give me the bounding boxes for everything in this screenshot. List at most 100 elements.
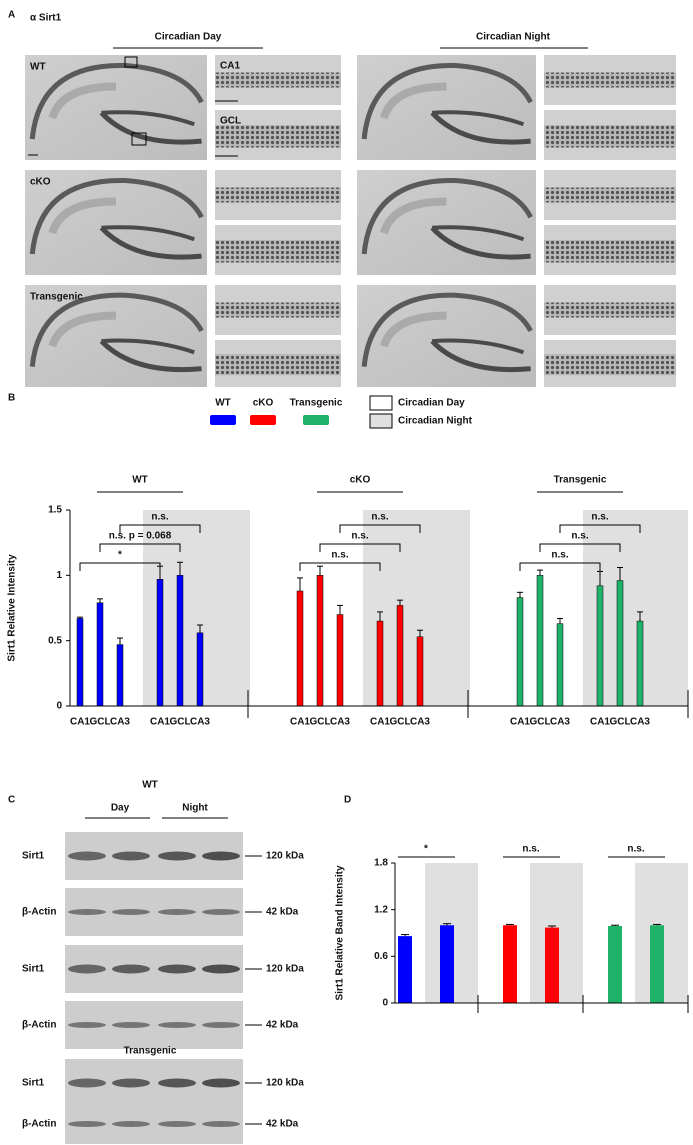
tissue-layer bbox=[29, 62, 204, 140]
comparison-bracket bbox=[519, 562, 601, 571]
y-axis-label: Sirt1 Relative Intensity bbox=[7, 554, 18, 662]
bar bbox=[96, 602, 104, 707]
blot-band bbox=[158, 964, 196, 974]
cell-layer bbox=[215, 354, 341, 376]
blot-band bbox=[112, 964, 150, 974]
roi-box bbox=[124, 56, 138, 68]
comparison-bracket bbox=[559, 524, 641, 533]
blot-band bbox=[158, 909, 196, 915]
bar bbox=[396, 605, 404, 707]
legend-swatch bbox=[250, 415, 276, 425]
bar bbox=[636, 620, 644, 707]
blot-band bbox=[68, 1022, 106, 1028]
tissue-layer bbox=[380, 82, 447, 120]
bar bbox=[316, 575, 324, 707]
tissue-layer bbox=[430, 226, 531, 260]
bar bbox=[416, 636, 424, 707]
blot-band bbox=[112, 1121, 150, 1127]
cell-layer bbox=[544, 302, 676, 318]
row-label: cKO bbox=[30, 177, 51, 188]
blot-band bbox=[202, 964, 240, 974]
significance-label: n.s. bbox=[591, 512, 608, 523]
tissue-layer bbox=[101, 338, 195, 355]
blot-group-title: WT bbox=[142, 780, 158, 791]
cell-layer bbox=[544, 72, 676, 88]
x-tick-label: CA3 bbox=[190, 717, 210, 728]
bar bbox=[398, 936, 412, 1003]
significance-label: n.s. bbox=[151, 512, 168, 523]
y-tick-label: 0.5 bbox=[48, 635, 62, 646]
y-tick-label: 0.6 bbox=[374, 951, 388, 962]
comparison-bracket bbox=[79, 562, 161, 571]
x-tick-label: CA1 bbox=[370, 717, 390, 728]
significance-label: n.s. bbox=[551, 550, 568, 561]
significance-label: * bbox=[118, 550, 122, 561]
cell-layer bbox=[215, 72, 341, 88]
antibody-label: α Sirt1 bbox=[30, 13, 62, 24]
blot-band bbox=[202, 851, 240, 861]
blot-row-label: Sirt1 bbox=[22, 851, 45, 862]
legend-label: Circadian Night bbox=[398, 416, 473, 427]
comparison-bracket bbox=[299, 562, 381, 571]
tissue-layer bbox=[99, 111, 202, 145]
cell-layer bbox=[544, 354, 676, 376]
blot-row-label: β-Actin bbox=[22, 1020, 56, 1031]
comparison-bracket bbox=[339, 524, 421, 533]
blot-band bbox=[112, 1022, 150, 1028]
size-label: 42 kDa bbox=[266, 907, 299, 918]
x-tick-label: GCL bbox=[389, 717, 410, 728]
column-header: Circadian Night bbox=[476, 32, 551, 43]
significance-label: n.s. bbox=[522, 844, 539, 855]
size-label: 120 kDa bbox=[266, 1078, 304, 1089]
significance-label: n.s. bbox=[331, 550, 348, 561]
tissue-layer bbox=[361, 177, 533, 255]
bar bbox=[440, 925, 454, 1003]
tissue-layer bbox=[29, 292, 204, 367]
cell-layer bbox=[544, 125, 676, 148]
legend-label: Circadian Day bbox=[398, 398, 465, 409]
x-tick-label: GCL bbox=[529, 717, 550, 728]
significance-label: * bbox=[424, 844, 428, 855]
bar bbox=[116, 644, 124, 707]
tissue-layer bbox=[99, 226, 202, 260]
y-tick-label: 1.2 bbox=[374, 904, 388, 915]
row-label: Transgenic bbox=[30, 292, 83, 303]
blot-band bbox=[68, 1078, 106, 1088]
blot-band bbox=[158, 1121, 196, 1127]
x-tick-label: CA3 bbox=[410, 717, 430, 728]
comparison-bracket bbox=[539, 543, 621, 552]
row-label: WT bbox=[30, 62, 46, 73]
blot-band bbox=[202, 1022, 240, 1028]
tissue-layer bbox=[430, 111, 531, 145]
tissue-layer bbox=[99, 339, 202, 373]
tissue-layer bbox=[432, 338, 525, 355]
significance-label: n.s. bbox=[571, 531, 588, 542]
x-tick-label: CA1 bbox=[510, 717, 530, 728]
panel-letter: A bbox=[8, 10, 15, 21]
cell-layer bbox=[544, 240, 676, 263]
group-title: cKO bbox=[350, 475, 371, 486]
tissue-layer bbox=[430, 339, 531, 373]
bar bbox=[156, 579, 164, 707]
period-label: Day bbox=[111, 803, 130, 814]
blot-band bbox=[112, 851, 150, 861]
period-label: Night bbox=[182, 803, 208, 814]
blot-band bbox=[68, 964, 106, 974]
legend-swatch bbox=[369, 413, 393, 429]
bar bbox=[536, 575, 544, 707]
bar bbox=[336, 614, 344, 707]
tissue-layer bbox=[48, 311, 117, 348]
blot-band bbox=[68, 1121, 106, 1127]
blot-row-label: β-Actin bbox=[22, 907, 56, 918]
blot-band bbox=[68, 909, 106, 915]
size-label: 42 kDa bbox=[266, 1020, 299, 1031]
tissue-layer bbox=[48, 197, 117, 235]
tissue-layer bbox=[361, 292, 533, 367]
blot-band bbox=[158, 1022, 196, 1028]
x-tick-label: CA1 bbox=[290, 717, 310, 728]
x-tick-label: GCL bbox=[609, 717, 630, 728]
tissue-layer bbox=[380, 197, 447, 235]
bar bbox=[608, 926, 622, 1003]
tissue-layer bbox=[380, 311, 447, 348]
